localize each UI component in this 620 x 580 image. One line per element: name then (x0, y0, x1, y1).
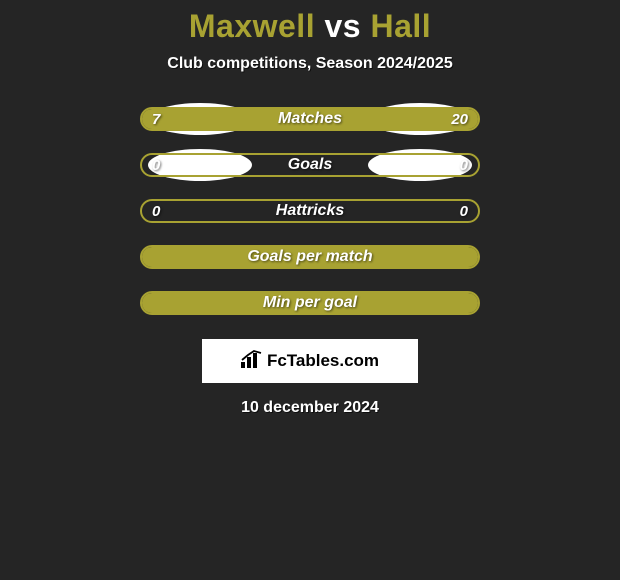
stat-bar: 7 20 Matches (140, 107, 480, 131)
bars-icon (241, 350, 263, 373)
stat-bars-list: 7 20 Matches 0 0 Goals 0 0 Hattricks Goals per ma… (140, 107, 480, 337)
stat-bar: 0 0 Hattricks (140, 199, 480, 223)
stat-label: Goals per match (247, 248, 372, 266)
stat-label: Min per goal (263, 294, 357, 312)
stat-bar: Goals per match (140, 245, 480, 269)
stat-right-value: 0 (460, 157, 468, 174)
subtitle-text: Club competitions, Season 2024/2025 (167, 55, 452, 73)
stat-label: Goals (288, 156, 332, 174)
stat-row: 7 20 Matches (140, 107, 480, 131)
brand-inner: FcTables.com (241, 350, 379, 373)
stat-left-value: 0 (152, 157, 160, 174)
stat-label: Matches (278, 110, 342, 128)
stat-row: Min per goal (140, 291, 480, 315)
stat-right-value: 20 (451, 111, 468, 128)
stat-left-value: 0 (152, 203, 160, 220)
player1-name: Maxwell (189, 8, 315, 44)
stat-row: 0 0 Goals (140, 153, 480, 177)
date-text: 10 december 2024 (241, 399, 379, 417)
comparison-card: Maxwell vs Hall Club competitions, Seaso… (0, 0, 620, 417)
stat-label: Hattricks (276, 202, 344, 220)
stat-bar: Min per goal (140, 291, 480, 315)
stat-row: Goals per match (140, 245, 480, 269)
stat-left-value: 7 (152, 111, 160, 128)
stat-row: 0 0 Hattricks (140, 199, 480, 223)
brand-badge[interactable]: FcTables.com (202, 339, 418, 383)
player2-name: Hall (370, 8, 431, 44)
stat-right-value: 0 (460, 203, 468, 220)
page-title: Maxwell vs Hall (189, 8, 431, 45)
vs-text: vs (324, 8, 361, 44)
stat-bar: 0 0 Goals (140, 153, 480, 177)
brand-text: FcTables.com (267, 351, 379, 371)
stat-bar-fill-right (229, 109, 478, 129)
